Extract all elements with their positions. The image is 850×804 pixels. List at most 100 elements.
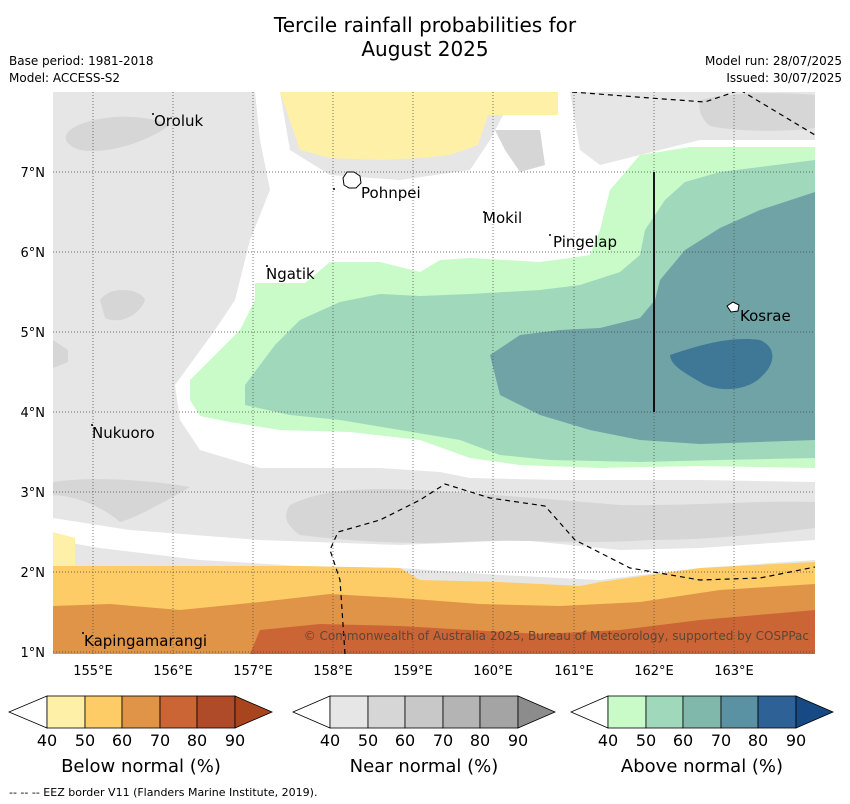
base-period: Base period: 1981-2018 — [9, 54, 154, 68]
place-label-pohnpei: Pohnpei — [361, 184, 421, 202]
below-normal-70-band — [250, 610, 815, 654]
colorbar-high-cap — [234, 695, 274, 729]
colorbar-low-cap — [569, 695, 609, 729]
lat-label: 3°N — [21, 486, 46, 501]
lon-label: 160°E — [473, 664, 513, 679]
colorbar-swatch — [329, 695, 369, 729]
colorbar-swatch — [720, 695, 759, 729]
colorbar-high-cap — [795, 695, 835, 729]
colorbar-swatch — [404, 695, 444, 729]
place-label-kosrae: Kosrae — [740, 307, 791, 325]
lat-gridlines — [53, 171, 815, 653]
title-line-1: Tercile rainfall probabilities for — [273, 13, 577, 37]
colorbar-tick: 70 — [433, 731, 453, 750]
colorbar-swatch — [84, 695, 123, 729]
below-normal-40-band — [53, 532, 75, 566]
lon-label: 158°E — [313, 664, 353, 679]
lat-axis-labels: 7°N 6°N 5°N 4°N 3°N 2°N 1°N — [21, 166, 46, 661]
colorbar-swatch — [159, 695, 198, 729]
issued-date: Issued: 30/07/2025 — [726, 71, 842, 85]
colorbar-tick: 90 — [508, 731, 528, 750]
colorbar-swatch — [645, 695, 684, 729]
colorbar-tick: 50 — [358, 731, 378, 750]
lon-axis-labels: 155°E 156°E 157°E 158°E 159°E 160°E 161°… — [73, 664, 754, 679]
colorbar-low-cap — [7, 695, 48, 729]
place-label-nukuoro: Nukuoro — [92, 424, 155, 442]
model-run: Model run: 28/07/2025 — [704, 54, 842, 68]
colorbar-swatch — [757, 695, 797, 729]
lat-label: 2°N — [21, 566, 46, 581]
colorbar-tick: 40 — [598, 731, 618, 750]
meta-right: Model run: 28/07/2025 Issued: 30/07/2025 — [705, 53, 842, 87]
colorbar-tick: 90 — [225, 731, 245, 750]
title-line-2: August 2025 — [361, 37, 489, 61]
colorbar-tick: 70 — [711, 731, 731, 750]
colorbar-tick: 80 — [470, 731, 490, 750]
colorbar-tick: 40 — [320, 731, 340, 750]
place-label-mokil: Mokil — [483, 209, 522, 227]
model-name: Model: ACCESS-S2 — [9, 71, 121, 85]
atoll-dots — [82, 113, 551, 634]
lon-label: 155°E — [73, 664, 113, 679]
colorbar-tick: 60 — [112, 731, 132, 750]
colorbar-tick: 60 — [673, 731, 693, 750]
map-title: Tercile rainfall probabilities for Augus… — [0, 13, 850, 61]
near-normal-blob — [53, 340, 68, 368]
colorbar-tick: 50 — [75, 731, 95, 750]
colorbar-tick: 80 — [187, 731, 207, 750]
lat-label: 7°N — [21, 166, 46, 181]
eez-border — [329, 92, 815, 654]
near-normal-blob — [100, 289, 145, 321]
colorbar-above-normal: 40 50 60 70 80 90 Above normal (%) — [569, 695, 835, 777]
lat-label: 4°N — [21, 406, 46, 421]
lon-label: 159°E — [393, 664, 433, 679]
near-normal-band — [286, 488, 815, 543]
lat-label: 6°N — [21, 246, 46, 261]
near-normal-blob — [495, 130, 545, 172]
eez-border-footnote: -- -- -- EEZ border V11 (Flanders Marine… — [9, 786, 318, 799]
colorbar-swatch — [121, 695, 161, 729]
copyright-notice: © Commonwealth of Australia 2025, Bureau… — [304, 629, 809, 643]
colorbar-tick: 80 — [748, 731, 768, 750]
colorbar-swatch — [479, 695, 519, 729]
place-label-kapingamarangi: Kapingamarangi — [84, 632, 207, 650]
colorbar-near-normal: 40 50 60 70 80 90 Near normal (%) — [291, 695, 557, 777]
lon-label: 161°E — [554, 664, 594, 679]
colorbar-tick: 40 — [37, 731, 57, 750]
place-label-pingelap: Pingelap — [553, 233, 617, 251]
colorbar-swatch — [442, 695, 481, 729]
colorbar-tick: 60 — [395, 731, 415, 750]
near-normal-blob — [65, 116, 170, 151]
colorbar-title: Above normal (%) — [621, 756, 783, 777]
lon-label: 157°E — [233, 664, 273, 679]
colorbar-swatch — [682, 695, 722, 729]
colorbar-below-normal: 40 50 60 70 80 90 Below normal (%) — [7, 695, 274, 777]
colorbar-swatch — [367, 695, 406, 729]
colorbar-title: Below normal (%) — [61, 756, 221, 777]
lat-label: 1°N — [21, 646, 46, 661]
lon-label: 163°E — [714, 664, 754, 679]
no-signal-band-south — [53, 518, 815, 580]
place-label-ngatik: Ngatik — [266, 265, 315, 283]
lat-label: 5°N — [21, 326, 46, 341]
lon-label: 162°E — [634, 664, 674, 679]
colorbar-swatch — [196, 695, 236, 729]
colorbar-swatch — [46, 695, 86, 729]
colorbar-tick: 90 — [786, 731, 806, 750]
colorbar-swatch — [607, 695, 647, 729]
above-normal-70-region — [670, 339, 773, 390]
pohnpei-island-outline — [342, 171, 362, 189]
colorbar-tick: 50 — [636, 731, 656, 750]
colorbar-low-cap — [291, 695, 331, 729]
map-plot-area: Oroluk Pohnpei Mokil Pingelap Ngatik Kos… — [53, 92, 815, 654]
below-normal-40-region — [280, 92, 558, 160]
place-label-oroluk: Oroluk — [154, 112, 203, 130]
colorbar-title: Near normal (%) — [350, 756, 499, 777]
lon-label: 156°E — [153, 664, 193, 679]
colorbar-tick: 70 — [150, 731, 170, 750]
kosrae-island-outline — [726, 301, 740, 313]
meta-left: Base period: 1981-2018 Model: ACCESS-S2 — [9, 53, 154, 87]
colorbar-high-cap — [517, 695, 557, 729]
near-normal-blob — [699, 93, 815, 131]
